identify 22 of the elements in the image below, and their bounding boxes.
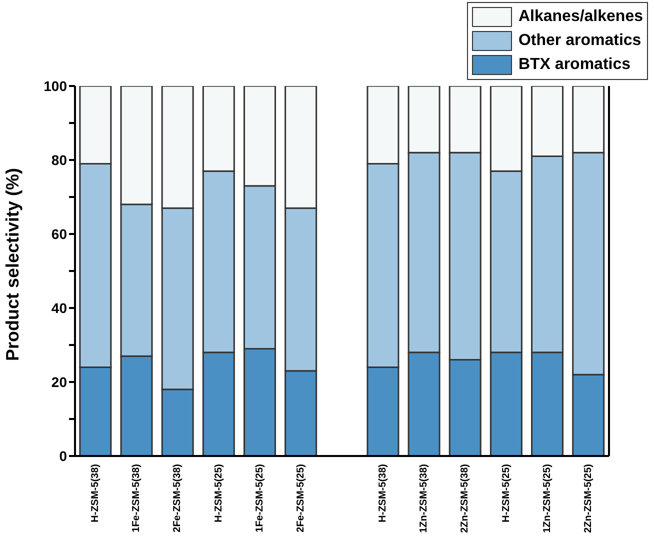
legend-label: Alkanes/alkenes [518,8,643,26]
x-tick-label: 1Zn-ZSM-5(38) [418,464,430,533]
y-tick-label: 80 [51,152,68,168]
x-tick-label: 1Fe-ZSM-5(38) [131,464,142,532]
x-tick-label: H-ZSM-5(25) [500,464,512,522]
y-tick-label: 20 [51,374,68,390]
y-tick-label: 60 [51,226,68,242]
y-tick-label: 100 [44,78,68,94]
y-tick-label: 40 [51,300,68,316]
x-tick-label: 2Fe-ZSM-5(25) [295,464,306,532]
x-tick-label: 1Fe-ZSM-5(25) [254,464,266,532]
x-tick-label: 2Zn-ZSM-5(25) [582,464,594,533]
x-tick-label: 2Fe-ZSM-5(38) [172,464,184,532]
x-tick-label: H-ZSM-5(38) [378,464,389,522]
x-tick-label: 1Zn-ZSM-5(25) [542,464,553,533]
y-tick-label: 0 [59,448,68,464]
legend-label: BTX aromatics [518,56,631,74]
x-tick-label: H-ZSM-5(38) [90,464,102,522]
x-tick-label: 2Zn-ZSM-5(38) [460,464,471,533]
y-axis-title: Product selectivity (%) [2,168,22,361]
x-tick-label: H-ZSM-5(25) [213,464,224,522]
legend-label: Other aromatics [518,32,642,50]
